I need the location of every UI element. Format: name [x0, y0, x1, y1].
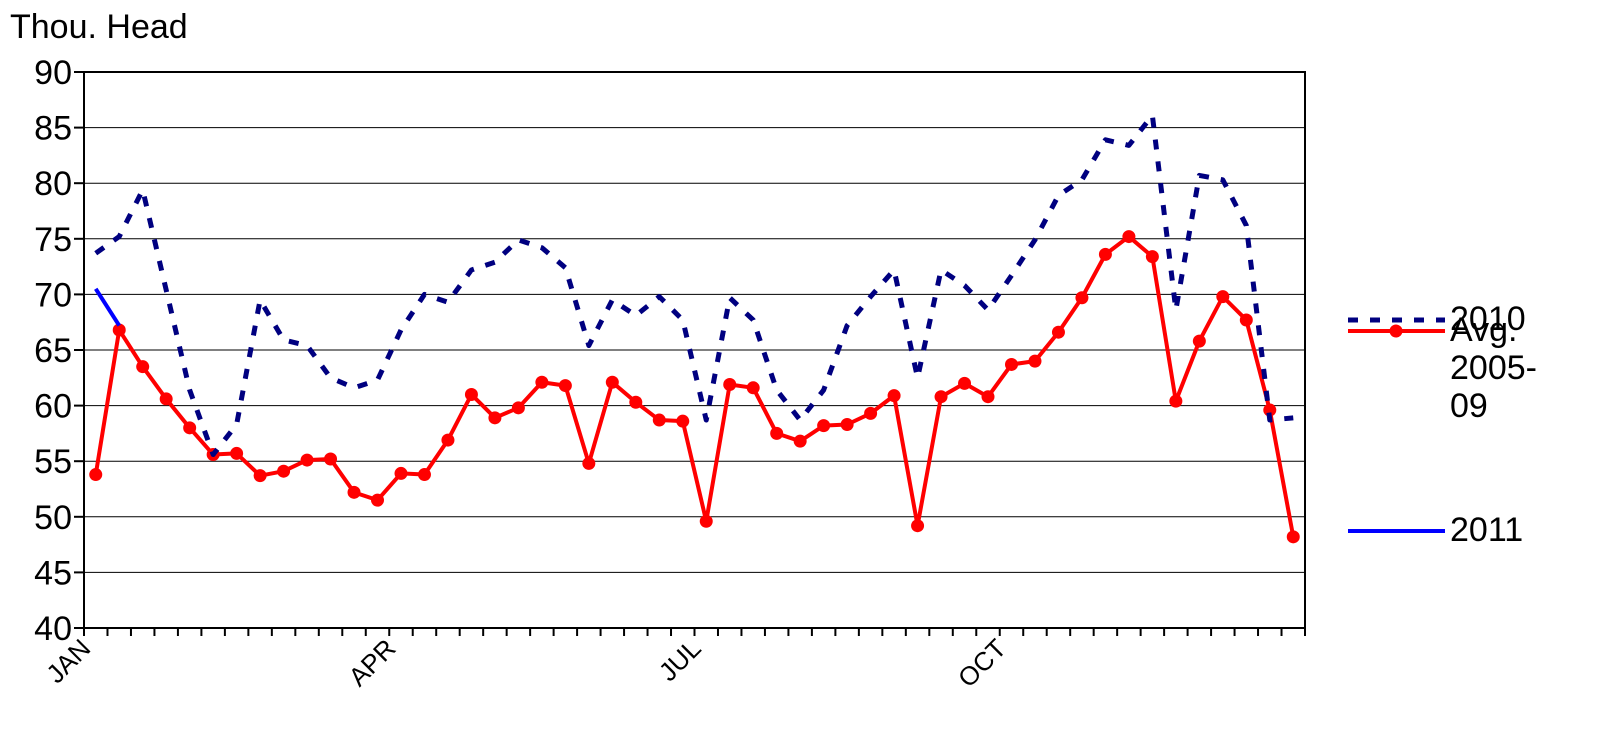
- point: [1239, 313, 1253, 327]
- y-tick-label: 55: [34, 443, 72, 481]
- point: [1216, 290, 1230, 304]
- point: [629, 395, 643, 409]
- point: [887, 389, 901, 403]
- point: [723, 377, 737, 391]
- series-line: [93, 234, 1296, 538]
- y-tick-label: 90: [34, 54, 72, 92]
- point: [371, 493, 385, 507]
- y-tick-label: 45: [34, 554, 72, 592]
- y-tick-label: 50: [34, 499, 72, 537]
- point: [793, 434, 807, 448]
- x-tick-label: OCT: [952, 633, 1012, 693]
- x-tick-label: APR: [342, 633, 401, 692]
- point: [89, 468, 103, 482]
- point: [582, 456, 596, 470]
- point: [253, 469, 267, 483]
- point: [488, 411, 502, 425]
- point: [934, 390, 948, 404]
- x-tick-label: JUL: [653, 633, 707, 687]
- point: [1169, 394, 1183, 408]
- point: [1122, 230, 1136, 244]
- legend-label: 2011: [1450, 511, 1524, 549]
- point: [159, 392, 173, 406]
- point: [1286, 530, 1300, 544]
- point: [652, 413, 666, 427]
- series-line: [94, 112, 1294, 458]
- point: [441, 433, 455, 447]
- point: [676, 414, 690, 428]
- point: [230, 446, 244, 460]
- point: [864, 406, 878, 420]
- y-tick-label: 60: [34, 388, 72, 426]
- point: [464, 387, 478, 401]
- point: [347, 485, 361, 499]
- point: [746, 381, 760, 395]
- point: [911, 519, 925, 533]
- point: [324, 452, 338, 466]
- y-tick-label: 40: [34, 610, 72, 648]
- legend-marker: [1389, 324, 1403, 338]
- series-line: [94, 287, 121, 327]
- point: [1051, 325, 1065, 339]
- y-axis-label: Thou. Head: [10, 8, 188, 46]
- y-tick-label: 65: [34, 332, 72, 370]
- point: [277, 464, 291, 478]
- point: [1098, 247, 1112, 261]
- point: [558, 379, 572, 393]
- point: [1028, 354, 1042, 368]
- point: [394, 466, 408, 480]
- point: [112, 323, 126, 337]
- point: [136, 360, 150, 374]
- y-tick-label: 75: [34, 221, 72, 259]
- point: [958, 376, 972, 390]
- legend-label: 2010: [1450, 300, 1526, 338]
- point: [981, 390, 995, 404]
- point: [511, 401, 525, 415]
- point: [1004, 357, 1018, 371]
- point: [770, 426, 784, 440]
- point: [1075, 291, 1089, 305]
- point: [605, 375, 619, 389]
- point: [300, 453, 314, 467]
- point: [1145, 250, 1159, 264]
- y-tick-label: 80: [34, 165, 72, 203]
- point: [183, 421, 197, 435]
- point: [535, 375, 549, 389]
- point: [1192, 334, 1206, 348]
- legend-label: Avg. 2005-09: [1450, 311, 1537, 425]
- point: [417, 468, 431, 482]
- point: [699, 514, 713, 528]
- y-tick-label: 70: [34, 276, 72, 314]
- point: [817, 419, 831, 433]
- y-tick-label: 85: [34, 110, 72, 148]
- point: [840, 418, 854, 432]
